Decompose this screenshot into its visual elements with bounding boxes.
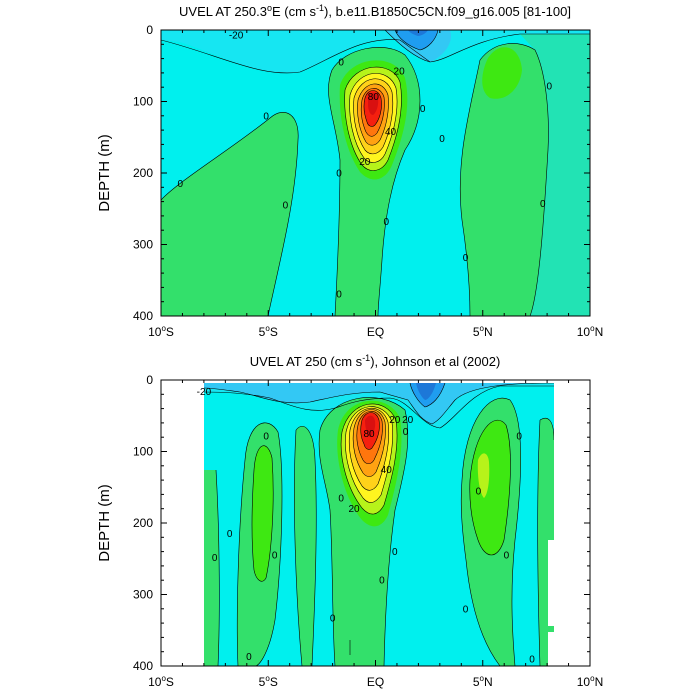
contour-label: 0 — [263, 111, 269, 122]
contour-label: -20 — [197, 387, 212, 398]
missing-data-patch — [548, 540, 554, 626]
contour-label: 0 — [420, 104, 426, 115]
contour-label: 0 — [336, 289, 342, 300]
x-tick-label: 10oS — [148, 674, 174, 689]
contour-label: 20 — [359, 157, 371, 168]
contour-label: 0 — [476, 486, 482, 497]
contour-label: 0 — [504, 551, 510, 562]
missing-data-patch — [548, 632, 554, 666]
contour-label: 0 — [263, 431, 269, 442]
contour-label: 80 — [368, 92, 380, 103]
contour-label: 0 — [272, 551, 278, 562]
contour-label: 0 — [383, 217, 389, 228]
x-tick-label: 5oS — [259, 324, 278, 339]
contour-label: 20 — [402, 415, 414, 426]
contour-label: 20 — [394, 66, 406, 77]
panel-obs: UVEL AT 250 (cm s-1), Johnson et al (200… — [96, 353, 603, 689]
y-axis-label-obs: DEPTH (m) — [96, 484, 113, 562]
x-tick-label: 5oS — [259, 674, 278, 689]
contour-labels-model: -20 0 0 0 0 20 80 40 20 0 0 0 0 0 0 0 0 — [178, 31, 553, 301]
contour-label: 0 — [463, 604, 469, 615]
contour-label: 0 — [178, 179, 184, 190]
y-tick-label: 0 — [146, 373, 153, 387]
y-axis-label-model: DEPTH (m) — [96, 134, 113, 212]
contour-label: 80 — [364, 429, 376, 440]
contour-fill-obs — [204, 383, 554, 666]
contour-label: 40 — [381, 465, 393, 476]
x-tick-label: 10oN — [577, 674, 603, 689]
contour-label: 0 — [227, 529, 233, 540]
panel-model: UVEL AT 250.3oE (cm s-1), b.e11.B1850C5C… — [96, 3, 603, 339]
contour-label: 0 — [330, 614, 336, 625]
y-tick-label: 200 — [133, 166, 153, 180]
x-tick-label: 5oN — [473, 324, 493, 339]
chart-title-model: UVEL AT 250.3oE (cm s-1), b.e11.B1850C5C… — [179, 3, 571, 19]
contour-fill-model — [161, 30, 590, 316]
x-tick-label: 10oS — [148, 324, 174, 339]
y-tick-label: 400 — [133, 309, 153, 323]
x-tick-label: EQ — [367, 325, 384, 339]
x-tick-label: EQ — [367, 675, 384, 689]
contour-label: 0 — [392, 547, 398, 558]
contour-label: 0 — [336, 169, 342, 180]
contour-label: 0 — [529, 654, 535, 665]
contour-label: 0 — [403, 427, 409, 438]
contour-label: 0 — [516, 431, 522, 442]
contour-label: 20 — [389, 415, 401, 426]
y-tick-label: 200 — [133, 516, 153, 530]
contour-label: 0 — [439, 134, 445, 145]
contour-label: 0 — [212, 553, 218, 564]
contour-label: 0 — [338, 493, 344, 504]
contour-label: 20 — [348, 504, 360, 515]
contour-label: 0 — [283, 201, 289, 212]
y-tick-label: 0 — [146, 23, 153, 37]
y-tick-label: 100 — [133, 95, 153, 109]
contour-label: 0 — [379, 576, 385, 587]
contour-label: 0 — [540, 199, 546, 210]
contour-label: 0 — [246, 652, 252, 663]
contour-label: 0 — [546, 81, 552, 92]
contour-label: 0 — [338, 58, 344, 69]
contour-label: 0 — [463, 253, 469, 264]
y-tick-label: 300 — [133, 588, 153, 602]
y-tick-label: 400 — [133, 659, 153, 673]
chart-title-obs: UVEL AT 250 (cm s-1), Johnson et al (200… — [250, 353, 501, 369]
y-tick-label: 100 — [133, 445, 153, 459]
y-tick-label: 300 — [133, 238, 153, 252]
contour-label: 40 — [385, 127, 397, 138]
x-tick-label: 5oN — [473, 674, 493, 689]
x-tick-label: 10oN — [577, 324, 603, 339]
contour-label: -20 — [229, 31, 244, 42]
